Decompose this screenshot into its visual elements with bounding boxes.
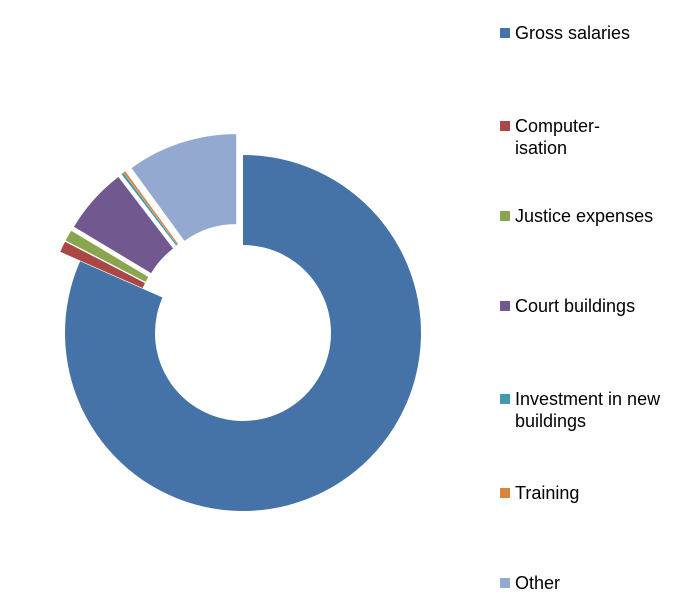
legend-swatch: [500, 488, 510, 498]
legend-label: Court buildings: [515, 296, 636, 316]
legend-label: Other: [515, 573, 561, 593]
legend-label: Computer- isation: [515, 116, 601, 158]
legend-swatch: [500, 578, 510, 588]
donut-slice: [123, 171, 179, 245]
legend-swatch: [500, 394, 510, 404]
donut-slice: [65, 230, 149, 282]
donut-slice: [73, 177, 174, 274]
legend-swatch: [500, 121, 510, 131]
donut-slice: [60, 241, 145, 289]
legend-swatch: [500, 211, 510, 221]
donut-slice: [121, 172, 178, 246]
chart: [60, 134, 422, 511]
legend-swatch: [500, 301, 510, 311]
legend-label: Training: [515, 483, 580, 503]
donut-slice: [131, 134, 237, 241]
donut-slice: [65, 155, 422, 511]
legend-label: Investment in new buildings: [515, 389, 661, 431]
legend-swatch: [500, 28, 510, 38]
legend-label: Justice expenses: [515, 206, 654, 226]
legend-label: Gross salaries: [515, 23, 631, 43]
